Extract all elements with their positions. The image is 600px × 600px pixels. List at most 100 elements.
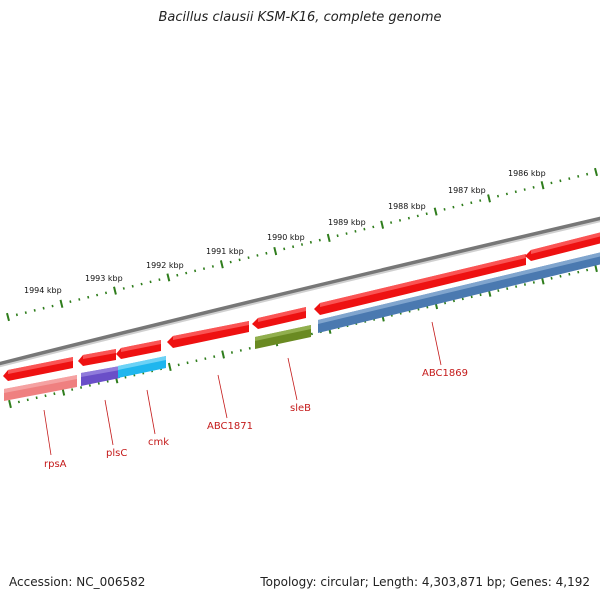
minor-tick <box>247 256 250 259</box>
minor-tick <box>514 190 517 194</box>
gene-label-ABC1871[interactable]: ABC1871 <box>207 421 253 432</box>
minor-tick <box>33 309 36 312</box>
major-tick <box>113 286 117 295</box>
minor-tick <box>550 276 553 280</box>
minor-tick <box>506 287 509 290</box>
forward-gene[interactable] <box>314 254 526 315</box>
minor-tick <box>149 280 152 284</box>
minor-tick <box>96 293 99 297</box>
minor-tick <box>470 295 473 299</box>
major-tick <box>433 207 438 216</box>
minor-tick <box>140 282 143 286</box>
kbp-label: 1993 kbp <box>85 274 123 283</box>
gene-cmk-block[interactable] <box>118 356 166 378</box>
minor-tick <box>309 240 312 244</box>
minor-tick <box>505 192 508 196</box>
minor-tick <box>416 214 419 218</box>
minor-tick <box>185 271 188 275</box>
minor-tick <box>230 351 233 354</box>
minor-tick <box>26 398 29 402</box>
accession-text: Accession: NC_006582 <box>9 575 146 589</box>
minor-tick <box>318 238 321 242</box>
major-tick <box>326 233 331 243</box>
gene-sleB-block[interactable] <box>255 325 311 349</box>
minor-tick <box>336 234 339 238</box>
major-tick <box>273 246 278 256</box>
major-tick <box>166 273 171 282</box>
minor-tick <box>354 230 357 233</box>
forward-gene[interactable] <box>252 307 306 329</box>
minor-tick <box>523 283 526 286</box>
minor-tick <box>69 300 72 304</box>
minor-tick <box>497 289 500 292</box>
gene-label-plsC[interactable]: plsC <box>106 448 127 459</box>
gene-ABC1869-block[interactable] <box>318 252 600 333</box>
kbp-label: 1994 kbp <box>24 286 62 295</box>
minor-tick <box>515 285 518 288</box>
forward-gene-abc1871[interactable] <box>167 321 249 348</box>
major-tick <box>167 362 172 372</box>
kbp-label: 1987 kbp <box>448 186 486 195</box>
minor-tick <box>283 247 286 251</box>
gene-rpsA-block[interactable] <box>4 375 77 401</box>
minor-tick <box>122 287 125 290</box>
minor-tick <box>461 297 464 301</box>
minor-tick <box>213 355 216 358</box>
map-title: Bacillus clausii KSM-K16, complete genom… <box>158 10 442 25</box>
kbp-label: 1991 kbp <box>206 247 244 256</box>
major-tick <box>594 167 598 177</box>
minor-tick <box>372 225 375 229</box>
minor-tick <box>211 265 214 268</box>
minor-tick <box>532 281 535 284</box>
minor-tick <box>80 386 83 389</box>
minor-tick <box>559 179 562 183</box>
kbp-label: 1992 kbp <box>146 261 184 270</box>
minor-tick <box>292 245 295 249</box>
minor-tick <box>586 268 589 272</box>
minor-tick <box>390 221 393 224</box>
minor-tick <box>532 185 535 189</box>
minor-tick <box>176 273 179 277</box>
minor-tick <box>42 306 45 310</box>
forward-gene[interactable] <box>116 340 161 359</box>
minor-tick <box>195 359 198 363</box>
minor-tick <box>577 175 580 178</box>
minor-tick <box>51 304 54 308</box>
kbp-label: 1990 kbp <box>267 233 305 242</box>
minor-tick <box>53 392 56 396</box>
minor-tick <box>238 258 241 262</box>
minor-tick <box>568 272 571 276</box>
reverse-strand-track <box>4 252 600 401</box>
forward-gene[interactable] <box>525 232 600 261</box>
minor-tick <box>204 357 207 360</box>
minor-tick <box>202 267 206 271</box>
minor-tick <box>17 400 20 404</box>
minor-tick <box>265 251 268 255</box>
gene-label-cmk[interactable]: cmk <box>148 437 169 448</box>
minor-tick <box>452 205 455 209</box>
minor-tick <box>363 227 366 231</box>
forward-gene[interactable] <box>78 349 116 366</box>
minor-tick <box>88 384 91 387</box>
minor-tick <box>44 394 47 398</box>
major-tick <box>380 220 385 229</box>
minor-tick <box>239 349 242 352</box>
minor-tick <box>444 301 447 305</box>
minor-tick <box>452 299 455 303</box>
minor-tick <box>577 270 580 274</box>
gene-label-rpsA[interactable]: rpsA <box>44 459 67 470</box>
gene-plsC-block[interactable] <box>81 366 120 386</box>
gene-label-ABC1869[interactable]: ABC1869 <box>422 368 468 379</box>
major-tick <box>487 194 491 203</box>
gene-label-sleB[interactable]: sleB <box>290 403 311 414</box>
forward-gene[interactable] <box>3 357 73 381</box>
minor-tick <box>71 388 74 391</box>
minor-tick <box>479 293 482 297</box>
minor-tick <box>523 188 526 191</box>
gene-label-leaders <box>43 321 442 456</box>
minor-tick <box>559 274 562 278</box>
major-tick <box>6 312 10 322</box>
minor-tick <box>425 212 428 216</box>
